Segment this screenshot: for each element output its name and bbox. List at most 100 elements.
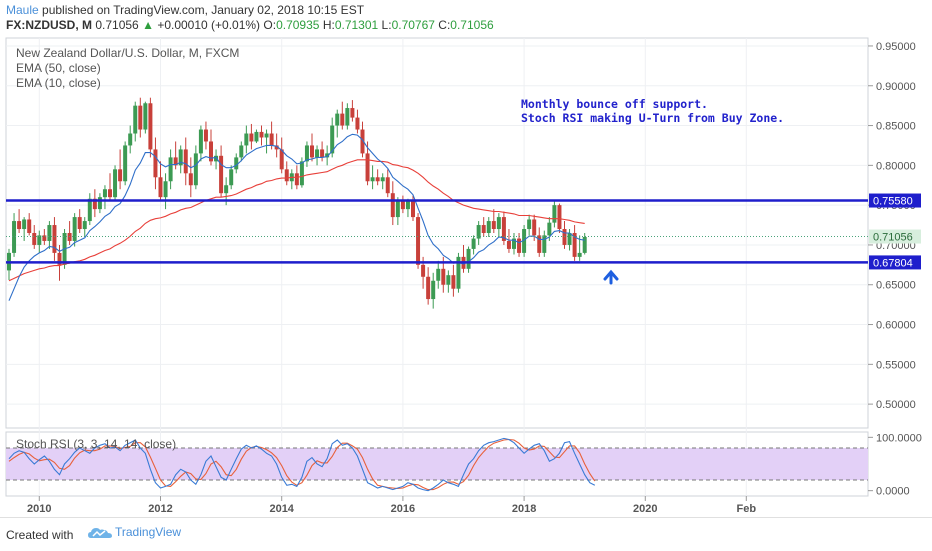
candle-body [279,149,284,170]
price-change: +0.00010 (+0.01%) [157,18,261,32]
candle-body [431,280,436,300]
candle-body [355,117,360,130]
candle-body [557,205,562,230]
published-text: published on TradingView.com, January 02… [42,3,365,17]
candle-body [360,129,365,154]
candle-body [512,238,516,249]
low-label: L: [381,18,392,32]
candle-body [310,145,314,158]
candle-body [138,105,143,130]
candle-body [47,225,52,241]
candle-body [517,238,522,253]
main-pane-border [5,37,869,429]
candle-body [239,145,244,158]
stoch-buy-sell-band [6,448,868,480]
current-price-tag: 0.71056 [873,232,913,244]
candle-body [12,221,17,253]
candle-body [405,201,410,210]
candle-body [552,205,557,223]
current-price-tag-bg [869,229,921,244]
y-tick-label: 0.50000 [876,399,916,411]
candle-body [375,177,380,182]
tradingview-brand: TradingView [115,525,182,539]
y-tick-label: 0.65000 [876,280,916,292]
candle-body [476,225,481,239]
candle-body [320,149,325,158]
candle-body [97,197,102,210]
candle-body [350,108,355,118]
candle-body [87,198,92,222]
candle-body [365,153,370,182]
x-tick-label: 2018 [512,503,536,515]
candle-body [284,169,289,182]
legend-title: New Zealand Dollar/U.S. Dollar, M, FXCM [16,46,240,60]
open-value: 0.70935 [276,18,320,32]
candle-body [188,173,193,186]
candle-body [259,131,264,138]
y-tick-label: 0.95000 [876,41,916,53]
footer: Created with TradingView [0,517,932,551]
x-tick-label: 2010 [27,503,51,515]
last-price: 0.71056 [95,18,139,32]
x-tick-label: 2020 [633,503,657,515]
legend-stoch-rsi: Stoch RSI (3, 3, 14, 14, close) [16,437,177,451]
candle-body [466,248,471,269]
candle-body [411,201,415,218]
low-value: 0.70767 [391,18,435,32]
candle-body [72,217,77,241]
created-with-text: Created with [6,528,74,542]
candle-body [345,108,350,126]
close-label: C: [438,18,451,32]
candle-body [471,238,476,249]
up-arrow-icon [603,269,619,285]
candle-body [315,149,320,158]
candle-body [32,233,37,245]
candle-body [330,125,335,154]
close-value: 0.71056 [450,18,494,32]
resistance-price-tag: 0.75580 [873,196,913,208]
y-tick-label: 0.90000 [876,81,916,93]
candle-body [390,193,395,218]
y-tick-label: 0.85000 [876,121,916,133]
candle-body [92,198,97,210]
candle-body [264,133,269,138]
candle-body [234,157,239,170]
author-link[interactable]: Maule [6,3,39,17]
stoch-y-tick-label: 100.0000 [876,432,922,444]
y-tick-label: 0.55000 [876,359,916,371]
candle-body [304,145,309,162]
y-tick-label: 0.80000 [876,160,916,172]
candle-body [496,217,501,230]
y-tick-label: 0.60000 [876,320,916,332]
candle-body [57,252,62,265]
candle-body [577,252,582,257]
legend-ema50: EMA (50, close) [16,61,101,75]
candle-body [294,173,299,186]
candle-body [82,221,87,230]
candle-body [22,219,27,230]
high-label: H: [322,18,335,32]
candle-body [244,133,249,146]
candle-body [118,169,123,182]
candle-body [395,201,400,218]
support-price-tag: 0.67804 [873,257,913,269]
candle-body [451,275,456,289]
annotation-line2: Stoch RSI making U-Turn from Buy Zone. [521,111,785,125]
price-chart[interactable]: 0.950000.900000.850000.800000.750000.700… [0,0,932,517]
candle-body [198,129,203,154]
tradingview-cloud-icon [88,527,112,538]
candle-body [133,105,138,134]
symbol-label: FX:NZDUSD, M [6,18,92,32]
candle-body [153,149,158,178]
candle-body [572,233,577,257]
stoch-k-line [8,437,596,492]
chart-header-line2: FX:NZDUSD, M 0.71056 ▲ +0.00010 (+0.01%)… [6,18,494,32]
candle-body [102,189,107,198]
annotation-line1: Monthly bounce off support. [521,97,708,111]
candle-body [582,236,587,253]
tradingview-logo[interactable]: TradingView [88,525,181,540]
candle-body [501,217,506,241]
candle-body [128,133,133,146]
support-price-tag-bg [869,255,921,270]
x-tick-label: 2012 [148,503,172,515]
